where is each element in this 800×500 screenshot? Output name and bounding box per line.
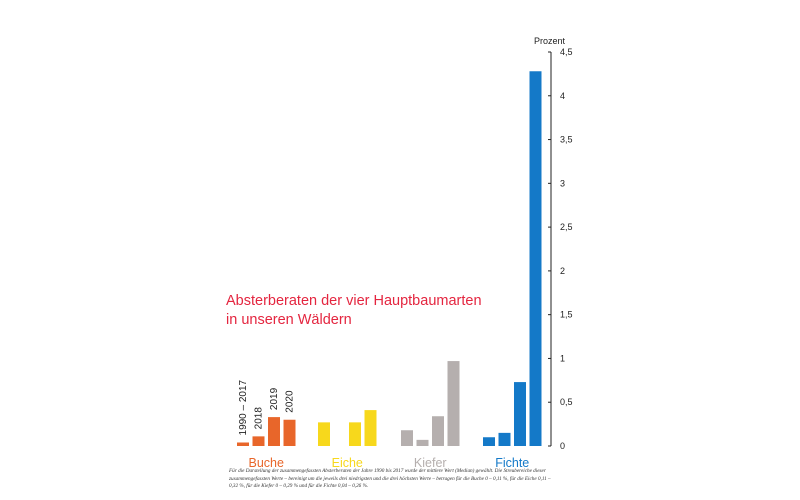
category-labels: Buche Eiche Kiefer Fichte bbox=[249, 456, 530, 470]
bar-fichte-1 bbox=[498, 432, 511, 446]
footnote: Für die Darstellung der zusammengefasste… bbox=[229, 468, 551, 490]
category-label-fichte: Fichte bbox=[495, 456, 529, 470]
y-tick-label: 3 bbox=[560, 178, 565, 188]
y-tick-label: 1,5 bbox=[560, 310, 573, 320]
year-label: 1990 – 2017 bbox=[238, 379, 249, 435]
y-axis: 0 0,5 1 1,5 2 2,5 3 3,5 4 4,5 bbox=[548, 47, 573, 451]
year-label: 2018 bbox=[254, 407, 265, 430]
bar-fichte-2 bbox=[514, 382, 526, 446]
bar-kiefer-1 bbox=[416, 439, 429, 446]
bar-eiche-0 bbox=[318, 422, 330, 446]
y-tick-label: 0,5 bbox=[560, 397, 573, 407]
year-label: 2020 bbox=[285, 390, 296, 413]
y-tick-label: 2,5 bbox=[560, 222, 573, 232]
bar-buche-3 bbox=[283, 419, 296, 446]
year-label: 2019 bbox=[269, 387, 280, 410]
bar-buche-2 bbox=[268, 417, 280, 446]
y-tick-label: 0 bbox=[560, 441, 565, 451]
bar-eiche-2 bbox=[349, 422, 361, 446]
chart-title: Absterberaten der vier Hauptbaumarten in… bbox=[226, 293, 482, 328]
bar-buche-1 bbox=[252, 436, 265, 446]
y-tick-label: 3,5 bbox=[560, 135, 573, 145]
y-tick-label: 4,5 bbox=[560, 47, 573, 57]
year-labels: 1990 – 2017 2018 2019 2020 bbox=[238, 379, 296, 435]
category-label-kiefer: Kiefer bbox=[414, 456, 447, 470]
y-tick-label: 2 bbox=[560, 266, 565, 276]
chart-title-line-1: Absterberaten der vier Hauptbaumarten bbox=[226, 293, 482, 309]
category-label-buche: Buche bbox=[249, 456, 284, 470]
bar-eiche-3 bbox=[364, 410, 377, 446]
y-tick-label: 4 bbox=[560, 91, 565, 101]
bar-fichte-3 bbox=[529, 71, 542, 447]
y-axis-unit-label: Prozent bbox=[534, 36, 566, 46]
bar-buche-0 bbox=[237, 442, 249, 446]
bar-fichte-0 bbox=[483, 437, 495, 446]
bar-kiefer-3 bbox=[447, 361, 460, 446]
y-tick-label: 1 bbox=[560, 353, 565, 363]
bar-kiefer-0 bbox=[401, 430, 413, 446]
chart-title-line-2: in unseren Wäldern bbox=[226, 312, 352, 328]
category-label-eiche: Eiche bbox=[332, 456, 363, 470]
bars bbox=[237, 71, 542, 447]
bar-kiefer-2 bbox=[432, 416, 444, 446]
